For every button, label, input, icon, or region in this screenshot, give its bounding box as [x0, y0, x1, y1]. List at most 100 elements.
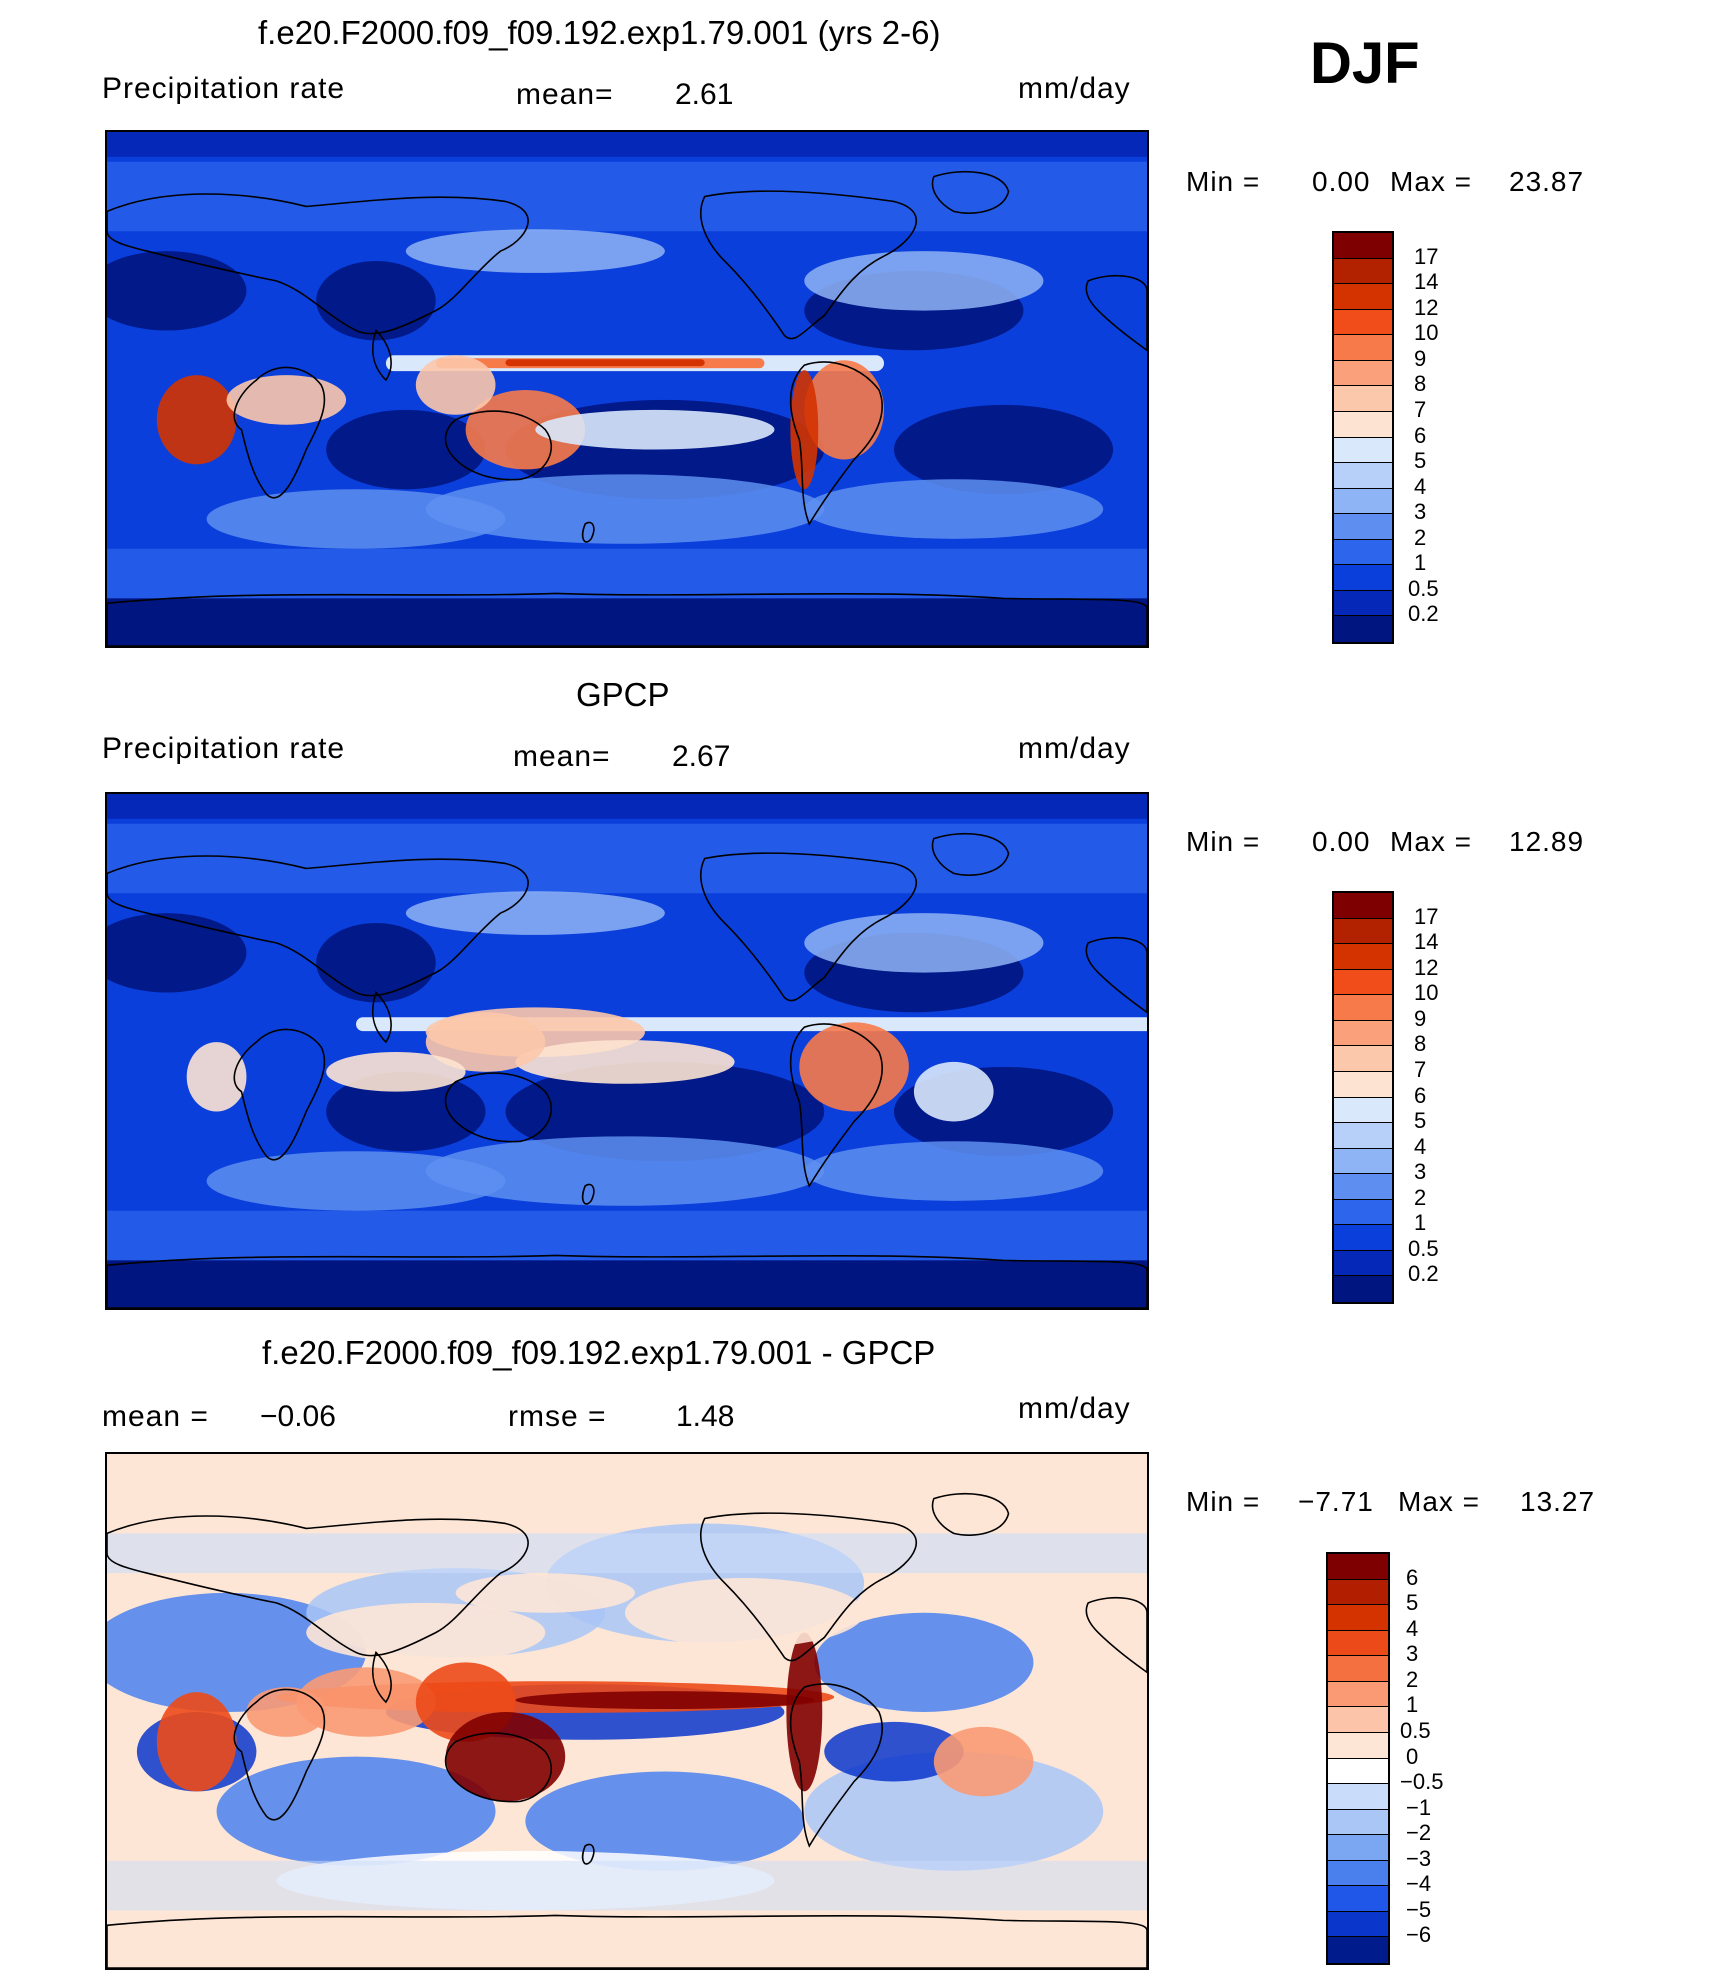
- panel-obs-variable: Precipitation rate: [102, 732, 346, 765]
- colorbar-tick-label: 0.2: [1408, 1261, 1439, 1287]
- colorbar-cell: [1328, 1911, 1388, 1938]
- colorbar-cell: [1334, 1097, 1392, 1124]
- colorbar-tick-label: 0.5: [1400, 1717, 1431, 1743]
- panel-diff-max-value: 13.27: [1520, 1486, 1596, 1517]
- colorbar-tick-label: 10: [1414, 980, 1439, 1006]
- panel-model-title: f.e20.F2000.f09_f09.192.exp1.79.001 (yrs…: [258, 14, 941, 51]
- colorbar-cell: [1334, 309, 1392, 336]
- colorbar-tick-label: 17: [1414, 903, 1439, 929]
- colorbar-cell: [1334, 386, 1392, 412]
- map-svg: [107, 794, 1147, 1308]
- colorbar-cell: [1328, 1937, 1388, 1963]
- colorbar-cell: [1334, 1046, 1392, 1072]
- panel-diff-mean-label: mean =: [102, 1400, 209, 1433]
- colorbar-tick-label: 6: [1414, 1082, 1427, 1108]
- colorbar-tick-label: −4: [1406, 1871, 1432, 1897]
- colorbar-tick-label: 14: [1414, 269, 1439, 295]
- panel-model-max-value: 23.87: [1509, 166, 1585, 197]
- panel-obs-colorbar-labels: 17 14 12 10 9 8 7 6 5 4 3 2 1 0.5 0.2: [1408, 891, 1468, 1304]
- colorbar-cell: [1334, 1071, 1392, 1098]
- panel-diff-min-label: Min =: [1186, 1486, 1261, 1517]
- colorbar-cell: [1334, 488, 1392, 515]
- colorbar-tick-label: −6: [1406, 1922, 1432, 1948]
- colorbar-cell: [1328, 1579, 1388, 1606]
- colorbar-cell: [1334, 1225, 1392, 1251]
- colorbar-tick-label: 17: [1414, 243, 1439, 269]
- colorbar-cell: [1328, 1886, 1388, 1912]
- colorbar-tick-label: 8: [1414, 371, 1427, 397]
- panel-diff-map: [105, 1452, 1149, 1970]
- colorbar-tick-label: 1: [1414, 550, 1427, 576]
- colorbar-cell: [1328, 1605, 1388, 1631]
- panel-diff-rmse-label: rmse =: [508, 1400, 607, 1433]
- colorbar-tick-label: −2: [1406, 1820, 1432, 1846]
- colorbar-tick-label: 3: [1414, 1159, 1427, 1185]
- colorbar-tick-label: 5: [1406, 1590, 1419, 1616]
- panel-diff-units: mm/day: [1018, 1392, 1131, 1425]
- panel-diff-colorbar-labels: 6 5 4 3 2 1 0.5 0 −0.5 −1 −2 −3 −4 −5 −6: [1400, 1552, 1470, 1965]
- colorbar-cell: [1334, 258, 1392, 285]
- colorbar-cell: [1334, 565, 1392, 591]
- colorbar-cell: [1328, 1758, 1388, 1785]
- colorbar-tick-label: 2: [1414, 1184, 1427, 1210]
- colorbar-cell: [1328, 1732, 1388, 1759]
- panel-obs-units: mm/day: [1018, 732, 1131, 765]
- colorbar-cell: [1328, 1656, 1388, 1682]
- colorbar-cell: [1334, 893, 1392, 919]
- season-label: DJF: [1310, 31, 1420, 96]
- colorbar-tick-label: −3: [1406, 1845, 1432, 1871]
- colorbar-cell: [1334, 1148, 1392, 1175]
- colorbar-tick-label: 6: [1414, 422, 1427, 448]
- colorbar-cell: [1334, 944, 1392, 970]
- colorbar-tick-label: 4: [1414, 1133, 1427, 1159]
- colorbar-tick-label: 10: [1414, 320, 1439, 346]
- colorbar-cell: [1334, 1020, 1392, 1047]
- panel-obs-title: GPCP: [576, 676, 670, 713]
- colorbar-cell: [1334, 918, 1392, 945]
- colorbar-tick-label: 2: [1406, 1666, 1419, 1692]
- panel-obs-mean-value: 2.67: [672, 740, 731, 773]
- panel-model-mean-label: mean=: [516, 78, 614, 111]
- colorbar-cell: [1334, 590, 1392, 617]
- panel-model-units: mm/day: [1018, 72, 1131, 105]
- colorbar-cell: [1328, 1554, 1388, 1580]
- panel-obs-min-value: 0.00: [1312, 826, 1371, 857]
- colorbar-cell: [1328, 1835, 1388, 1861]
- colorbar-tick-label: −1: [1406, 1794, 1432, 1820]
- colorbar-cell: [1334, 360, 1392, 387]
- map-svg: [107, 132, 1147, 646]
- colorbar-tick-label: 4: [1406, 1615, 1419, 1641]
- colorbar-tick-label: 5: [1414, 1108, 1427, 1134]
- colorbar-tick-label: 12: [1414, 294, 1439, 320]
- colorbar-cell: [1334, 1276, 1392, 1302]
- panel-model-min-label: Min =: [1186, 166, 1261, 197]
- colorbar-tick-label: 2: [1414, 524, 1427, 550]
- panel-model-max-label: Max =: [1390, 166, 1473, 197]
- colorbar-tick-label: 9: [1414, 1005, 1427, 1031]
- colorbar-cell: [1334, 1174, 1392, 1200]
- panel-obs-min-label: Min =: [1186, 826, 1261, 857]
- panel-diff-max-label: Max =: [1398, 1486, 1481, 1517]
- colorbar-tick-label: 7: [1414, 396, 1427, 422]
- colorbar-cell: [1334, 995, 1392, 1021]
- colorbar-tick-label: 0.5: [1408, 1235, 1439, 1261]
- colorbar-cell: [1328, 1860, 1388, 1887]
- panel-model-min-value: 0.00: [1312, 166, 1371, 197]
- colorbar-tick-label: −5: [1406, 1896, 1432, 1922]
- panel-model-variable: Precipitation rate: [102, 72, 346, 105]
- colorbar-tick-label: 6: [1406, 1564, 1419, 1590]
- panel-obs-mean-label: mean=: [513, 740, 611, 773]
- colorbar-cell: [1328, 1630, 1388, 1657]
- colorbar-tick-label: 1: [1406, 1692, 1419, 1718]
- panel-obs-max-value: 12.89: [1509, 826, 1585, 857]
- panel-diff-colorbar: [1326, 1552, 1390, 1965]
- colorbar-cell: [1334, 616, 1392, 642]
- colorbar-tick-label: −0.5: [1400, 1769, 1444, 1795]
- colorbar-tick-label: 9: [1414, 345, 1427, 371]
- colorbar-cell: [1334, 1123, 1392, 1149]
- colorbar-cell: [1328, 1681, 1388, 1708]
- colorbar-tick-label: 5: [1414, 448, 1427, 474]
- colorbar-cell: [1334, 1250, 1392, 1277]
- colorbar-cell: [1328, 1707, 1388, 1733]
- panel-model-mean-value: 2.61: [675, 78, 734, 111]
